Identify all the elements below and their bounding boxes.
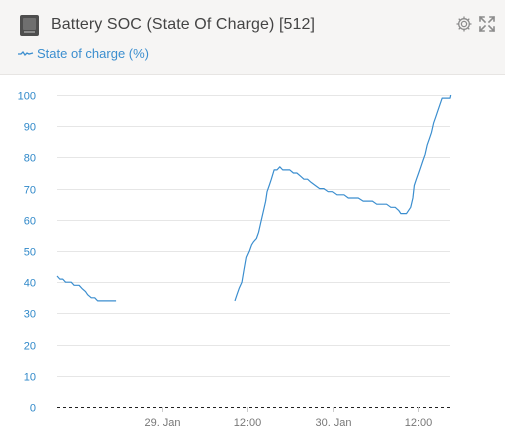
series-layer bbox=[56, 94, 452, 302]
y-tick-label: 70 bbox=[24, 185, 36, 197]
expand-icon[interactable] bbox=[478, 15, 496, 33]
widget-header: Battery SOC (State Of Charge) [512] Stat… bbox=[0, 0, 505, 75]
series-line-segment bbox=[56, 275, 117, 302]
grid-layer bbox=[57, 95, 450, 408]
gear-icon[interactable] bbox=[455, 15, 473, 33]
y-tick-label: 80 bbox=[24, 153, 36, 165]
legend-label: State of charge (%) bbox=[37, 45, 149, 61]
y-tick-label: 50 bbox=[24, 247, 36, 259]
x-tick-label: 29. Jan bbox=[144, 417, 180, 429]
y-tick-label: 0 bbox=[30, 403, 36, 415]
y-tick-label: 30 bbox=[24, 309, 36, 321]
y-tick-label: 90 bbox=[24, 122, 36, 134]
series-line-segment bbox=[234, 94, 452, 302]
y-axis-ticks: 0 10 20 30 40 50 60 70 80 90 100 bbox=[18, 91, 36, 415]
x-tick-label: 12:00 bbox=[405, 417, 433, 429]
y-tick-label: 60 bbox=[24, 216, 36, 228]
legend-item[interactable]: State of charge (%) bbox=[17, 45, 149, 61]
chart-svg: 0 10 20 30 40 50 60 70 80 90 100 29. Jan 12:00 30. J… bbox=[18, 91, 452, 429]
y-tick-label: 20 bbox=[24, 341, 36, 353]
battery-device-icon bbox=[20, 15, 39, 36]
x-tick-label: 12:00 bbox=[234, 417, 262, 429]
x-tick-label: 30. Jan bbox=[315, 417, 351, 429]
x-axis-ticks: 29. Jan 12:00 30. Jan 12:00 bbox=[144, 407, 432, 429]
y-tick-label: 100 bbox=[18, 91, 36, 103]
line-series-icon bbox=[18, 50, 34, 57]
widget-title: Battery SOC (State Of Charge) [512] bbox=[51, 16, 316, 33]
soc-chart: 0 10 20 30 40 50 60 70 80 90 100 29. Jan 12:00 30. J… bbox=[0, 75, 505, 438]
y-tick-label: 10 bbox=[24, 372, 36, 384]
y-tick-label: 40 bbox=[24, 278, 36, 290]
